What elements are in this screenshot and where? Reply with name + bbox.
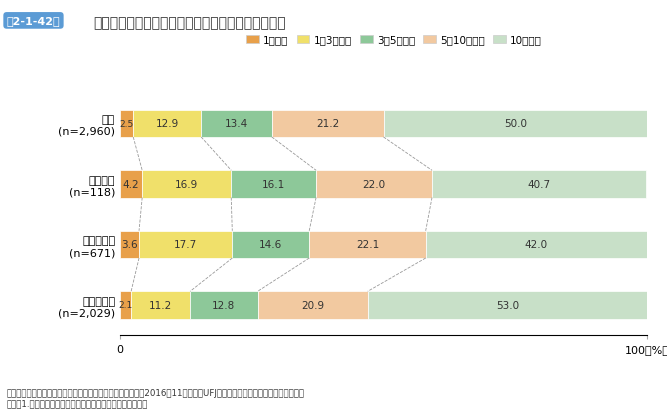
Text: （注）1.起業直前に就業していた人について集計している。: （注）1.起業直前に就業していた人について集計している。 [7,399,148,408]
Bar [232,231,309,258]
Text: 2.1: 2.1 [119,301,133,310]
Bar [368,292,647,319]
Text: 第2-1-42図: 第2-1-42図 [7,16,60,26]
Text: 12.8: 12.8 [212,300,235,310]
Text: 2.起業準備のために離職し、起業直前は無職であった人については、それ以前の就業状況について集計している。: 2.起業準備のために離職し、起業直前は無職であった人については、それ以前の就業状… [7,407,281,409]
Text: 2.5: 2.5 [119,119,134,128]
Text: 資料：中小企業庁委託「起業・創業の実態に関する調査」（2016年11月、三菱UFJリサーチ＆コンサルティング（株））: 資料：中小企業庁委託「起業・創業の実態に関する調査」（2016年11月、三菱UF… [7,389,305,398]
Text: 21.2: 21.2 [316,119,340,129]
Bar [231,171,316,198]
Bar [257,292,368,319]
Text: 16.1: 16.1 [262,180,285,189]
Bar [120,110,133,138]
Bar [272,110,384,138]
Bar [120,231,139,258]
Text: 14.6: 14.6 [259,240,282,250]
Legend: 1年未満, 1～3年未満, 3～5年未満, 5～10年未満, 10年以上: 1年未満, 1～3年未満, 3～5年未満, 5～10年未満, 10年以上 [242,31,546,49]
Bar [432,171,646,198]
Bar [131,292,190,319]
Text: 20.9: 20.9 [301,300,324,310]
Bar [120,171,142,198]
Bar [133,110,201,138]
Bar [201,110,272,138]
Bar [309,231,426,258]
Text: 40.7: 40.7 [528,180,551,189]
Bar [142,171,231,198]
Text: 3.6: 3.6 [121,240,138,250]
Text: 13.4: 13.4 [225,119,248,129]
Text: 22.0: 22.0 [362,180,386,189]
Text: 50.0: 50.0 [504,119,527,129]
Text: 4.2: 4.2 [123,180,139,189]
Text: 11.2: 11.2 [149,300,172,310]
Bar [120,292,131,319]
Bar [139,231,232,258]
Text: 17.7: 17.7 [174,240,197,250]
Text: 22.1: 22.1 [356,240,379,250]
Bar [190,292,257,319]
Text: 成長タイプ別に見た、起業前の就業先での就業期間: 成長タイプ別に見た、起業前の就業先での就業期間 [93,16,286,30]
Text: 16.9: 16.9 [175,180,198,189]
Bar [426,231,647,258]
Bar [384,110,647,138]
Text: 53.0: 53.0 [496,300,519,310]
Bar [316,171,432,198]
Text: 12.9: 12.9 [155,119,179,129]
Text: 42.0: 42.0 [525,240,548,250]
